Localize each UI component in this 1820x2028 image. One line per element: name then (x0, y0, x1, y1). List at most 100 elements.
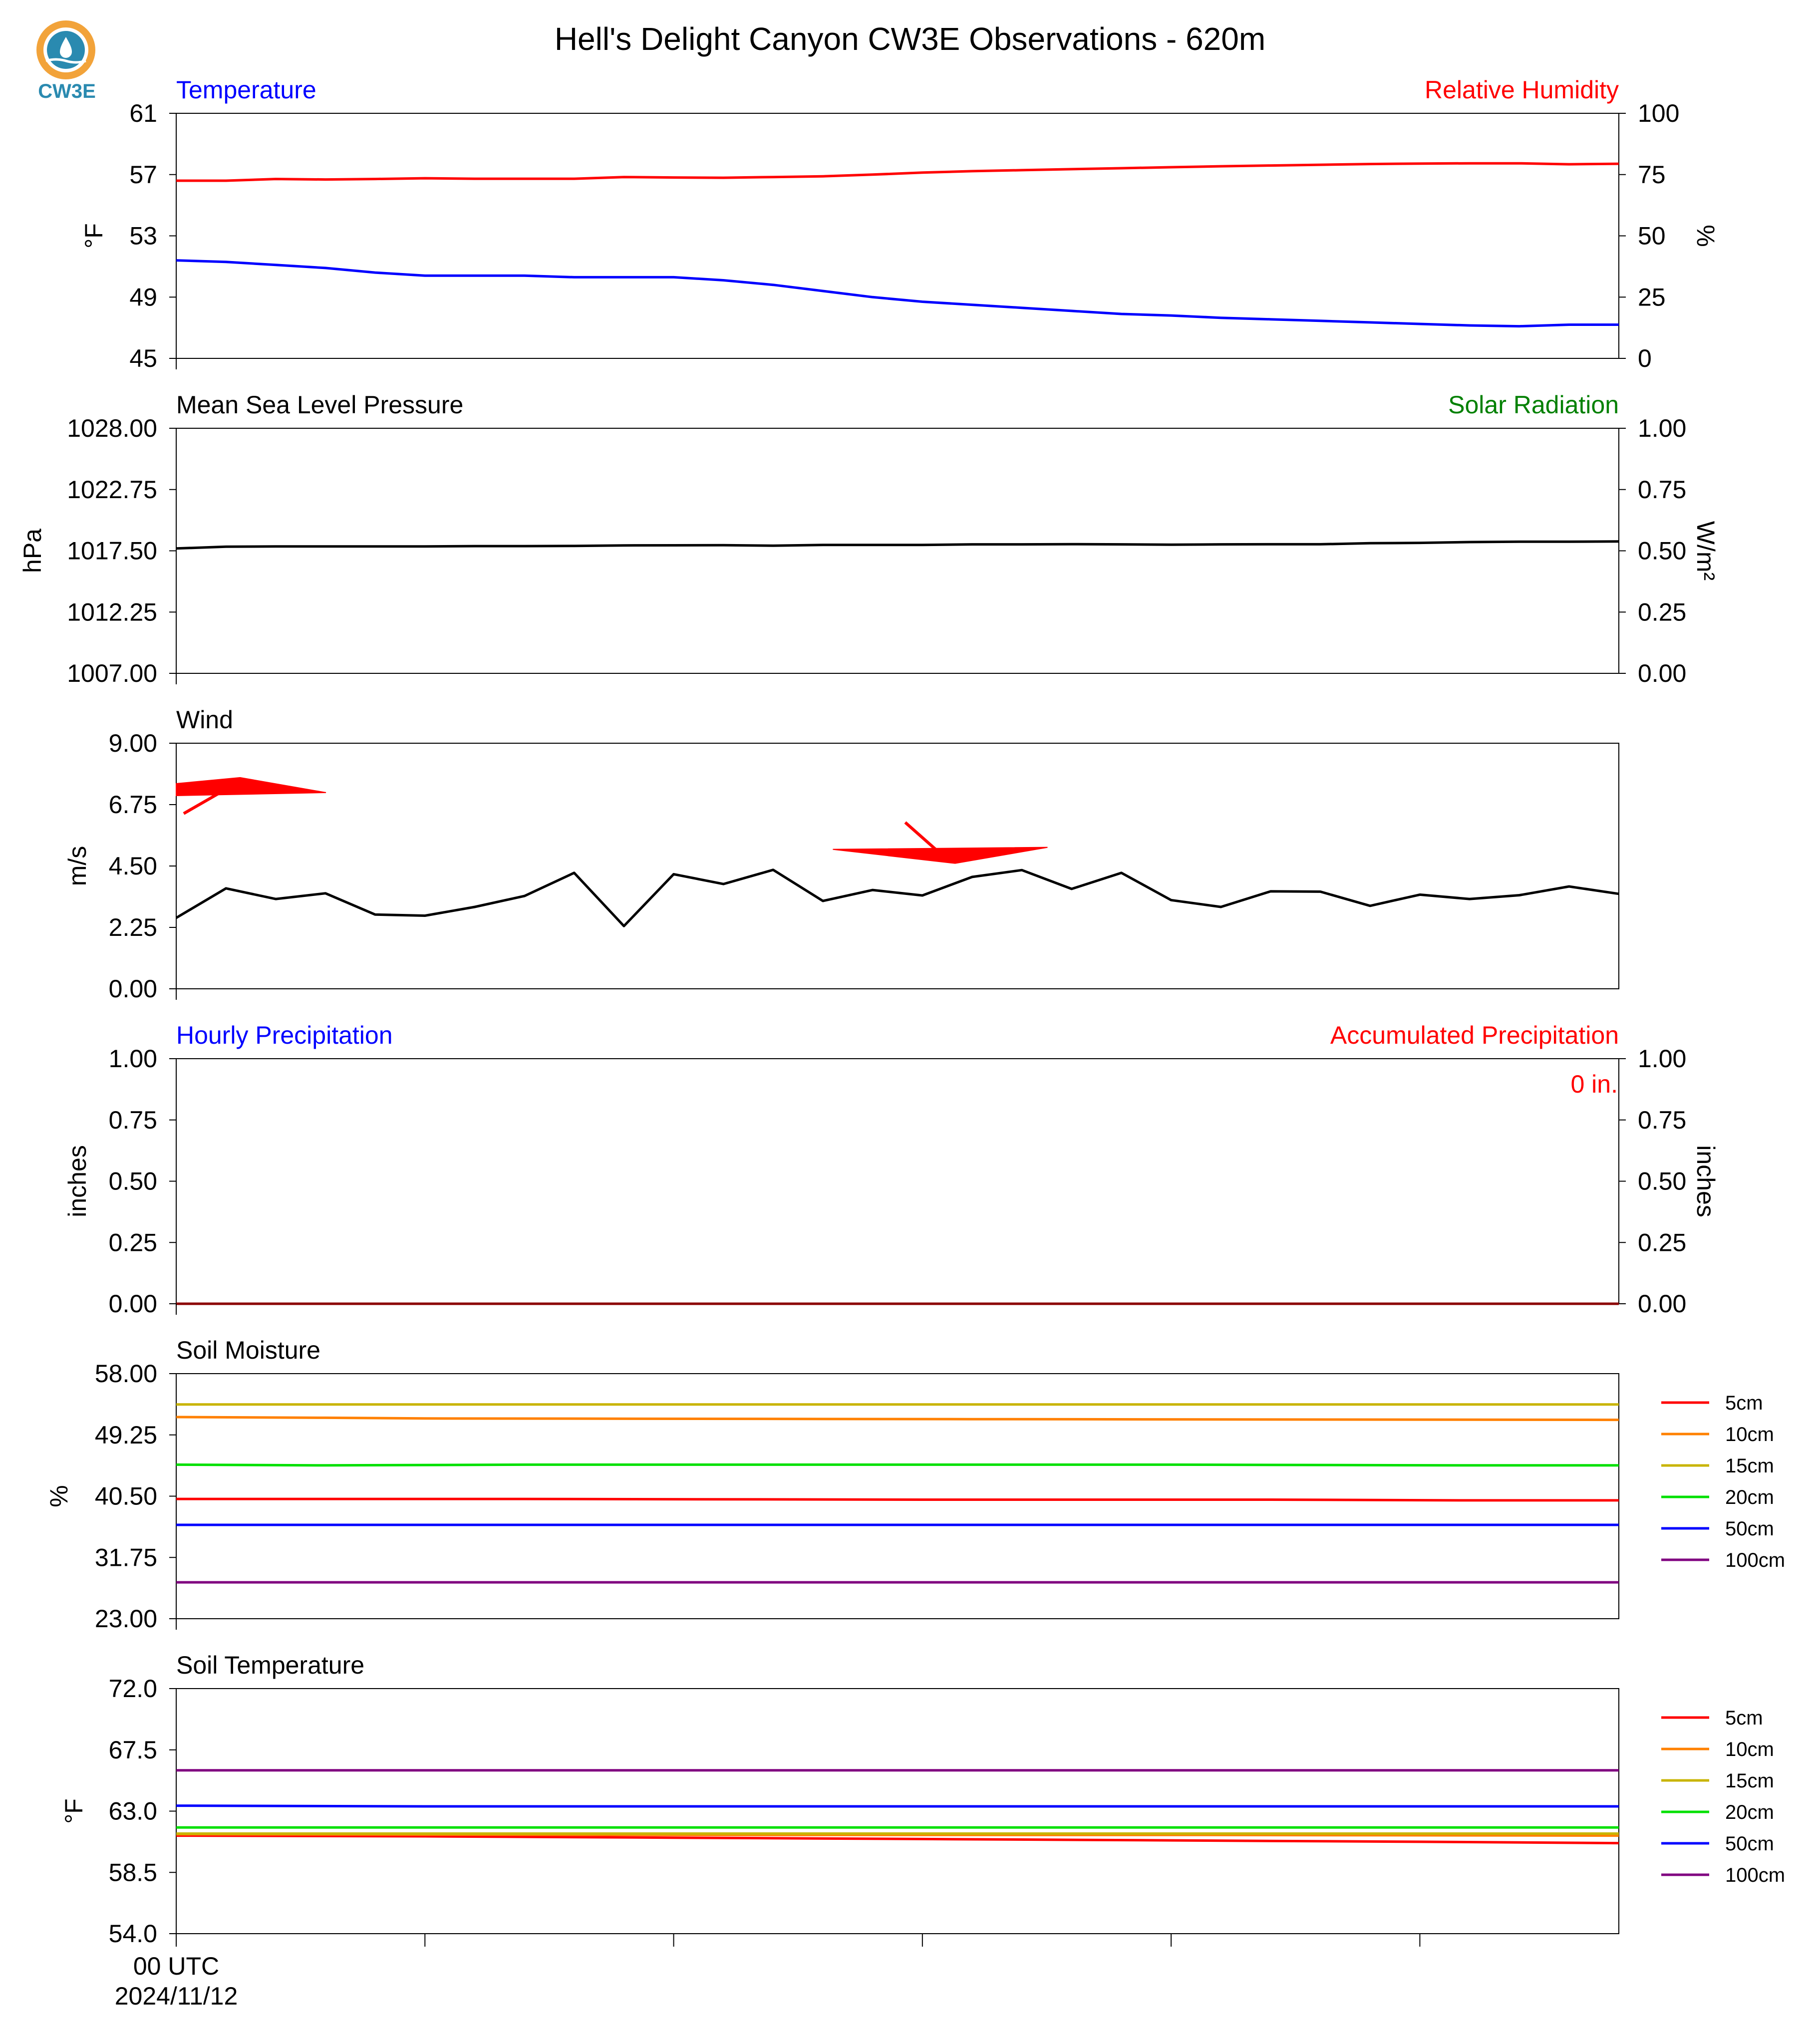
y-tick-label: 54.0 (109, 1920, 157, 1948)
y-tick-label: 0.75 (109, 1106, 157, 1134)
y-right-axis-label: % (1692, 225, 1720, 247)
wind-barb (176, 777, 326, 815)
y-right-tick-label: 1.00 (1638, 414, 1686, 442)
y-tick-label: 67.5 (109, 1736, 157, 1764)
series-line-0 (176, 540, 1619, 550)
y-right-tick-label: 0.50 (1638, 537, 1686, 565)
y-tick-label: 1.00 (109, 1045, 157, 1073)
plot-frame (176, 743, 1619, 989)
plot-frame (176, 428, 1619, 674)
y-tick-label: 53 (129, 222, 157, 250)
cw3e-water-drop-icon: CW3E (36, 20, 96, 102)
y-right-axis-label: W/m² (1692, 521, 1720, 580)
panel-title-left: Mean Sea Level Pressure (176, 391, 463, 419)
legend: 5cm 10cm 15cm 20cm 50cm 100cm (1661, 1392, 1785, 1571)
y-right-tick-label: 100 (1638, 99, 1679, 127)
logo-text: CW3E (38, 80, 96, 102)
legend-label: 10cm (1725, 1738, 1774, 1760)
series-line-10cm (176, 1416, 1619, 1422)
legend-label: 20cm (1725, 1486, 1774, 1508)
series-line-5cm (176, 1834, 1619, 1845)
legend-label: 15cm (1725, 1455, 1774, 1477)
legend-label: 100cm (1725, 1864, 1785, 1886)
series-line-1 (176, 259, 1619, 328)
y-right-tick-label: 0.00 (1638, 1290, 1686, 1318)
series-line-0 (175, 869, 1619, 927)
panel-title-left: Soil Temperature (176, 1651, 364, 1679)
legend: 5cm 10cm 15cm 20cm 50cm 100cm (1661, 1707, 1785, 1886)
y-tick-label: 6.75 (109, 791, 157, 819)
panel-0: 45 49 53 57 61 0 25 50 75 100 Temperature Relative … (80, 76, 1720, 372)
y-right-tick-label: 25 (1638, 283, 1666, 311)
y-tick-label: 57 (129, 161, 157, 189)
y-tick-label: 72.0 (109, 1675, 157, 1703)
panel-title-right: Relative Humidity (1425, 76, 1619, 104)
y-right-tick-label: 0.25 (1638, 1228, 1686, 1256)
panel-title-left: Wind (176, 706, 233, 734)
legend-label: 5cm (1725, 1392, 1763, 1414)
y-tick-label: 61 (129, 99, 157, 127)
y-right-tick-label: 50 (1638, 222, 1666, 250)
panel-2: 0.00 2.25 4.50 6.75 9.00 Wind m/s (63, 706, 1619, 1003)
y-right-tick-label: 0.00 (1638, 659, 1686, 687)
y-tick-label: 1022.75 (67, 476, 157, 504)
panel-title-right: Accumulated Precipitation (1330, 1021, 1619, 1049)
panel-title-right: Solar Radiation (1448, 391, 1619, 419)
legend-label: 100cm (1725, 1549, 1785, 1571)
y-right-tick-label: 0.75 (1638, 1106, 1686, 1134)
y-tick-label: 1017.50 (67, 537, 157, 565)
y-axis-label: °F (60, 1798, 88, 1824)
y-right-tick-label: 0 (1638, 344, 1652, 372)
y-tick-label: 40.50 (95, 1482, 157, 1510)
y-axis-label: inches (63, 1145, 91, 1217)
plot-frame (176, 113, 1619, 359)
y-tick-label: 58.5 (109, 1858, 157, 1886)
y-tick-label: 4.50 (109, 852, 157, 880)
y-tick-label: 9.00 (109, 729, 157, 757)
panels: 45 49 53 57 61 0 25 50 75 100 Temperature Relative … (18, 76, 1785, 1948)
panel-5: 54.0 58.5 63.0 67.5 72.0 Soil Temperature °F 5c… (60, 1651, 1785, 1948)
cw3e-logo: CW3E (31, 19, 106, 104)
y-tick-label: 45 (129, 344, 157, 372)
y-right-tick-label: 0.50 (1638, 1167, 1686, 1195)
y-right-tick-label: 75 (1638, 161, 1666, 189)
y-tick-label: 0.25 (109, 1228, 157, 1256)
y-tick-label: 1007.00 (67, 659, 157, 687)
y-tick-label: 1028.00 (67, 414, 157, 442)
panel-4: 23.00 31.75 40.50 49.25 58.00 Soil Moisture% 5… (45, 1336, 1785, 1633)
y-right-tick-label: 1.00 (1638, 1045, 1686, 1073)
y-tick-label: 49 (129, 283, 157, 311)
legend-label: 15cm (1725, 1770, 1774, 1792)
x-tick-date: 2024/11/12 (115, 1982, 238, 2010)
legend-label: 50cm (1725, 1833, 1774, 1855)
panel-3: 0.00 0.25 0.50 0.75 1.00 0.00 0.25 0.50 0.75 1.00… (63, 1021, 1720, 1318)
y-tick-label: 58.00 (95, 1360, 157, 1388)
legend-label: 50cm (1725, 1518, 1774, 1540)
y-tick-label: 0.50 (109, 1167, 157, 1195)
legend-label: 10cm (1725, 1424, 1774, 1446)
y-tick-label: 49.25 (95, 1421, 157, 1449)
plot-frame (176, 1688, 1619, 1934)
y-axis-label: °F (80, 223, 108, 249)
y-axis-label: hPa (18, 529, 46, 573)
legend-label: 20cm (1725, 1801, 1774, 1823)
series-line-0 (176, 162, 1619, 182)
accumulated-annotation: 0 in. (1570, 1070, 1618, 1098)
panel-1: 1007.00 1012.25 1017.50 1022.75 1028.00 0.00 0… (18, 391, 1720, 687)
y-tick-label: 2.25 (109, 913, 157, 941)
plot-frame (176, 1058, 1619, 1304)
panel-title-left: Soil Moisture (176, 1336, 320, 1364)
series-line-5cm (176, 1497, 1619, 1502)
y-tick-label: 0.00 (109, 1290, 157, 1318)
y-tick-label: 1012.25 (67, 598, 157, 626)
y-axis-label: m/s (63, 846, 91, 886)
panel-title-left: Temperature (176, 76, 316, 104)
y-right-tick-label: 0.75 (1638, 476, 1686, 504)
x-tick-label: 00 UTC (133, 1952, 219, 1980)
y-axis-label: % (45, 1485, 73, 1507)
panel-title-left: Hourly Precipitation (176, 1021, 393, 1049)
legend-label: 5cm (1725, 1707, 1763, 1729)
chart-title: Hell's Delight Canyon CW3E Observations … (555, 21, 1265, 57)
y-right-tick-label: 0.25 (1638, 598, 1686, 626)
